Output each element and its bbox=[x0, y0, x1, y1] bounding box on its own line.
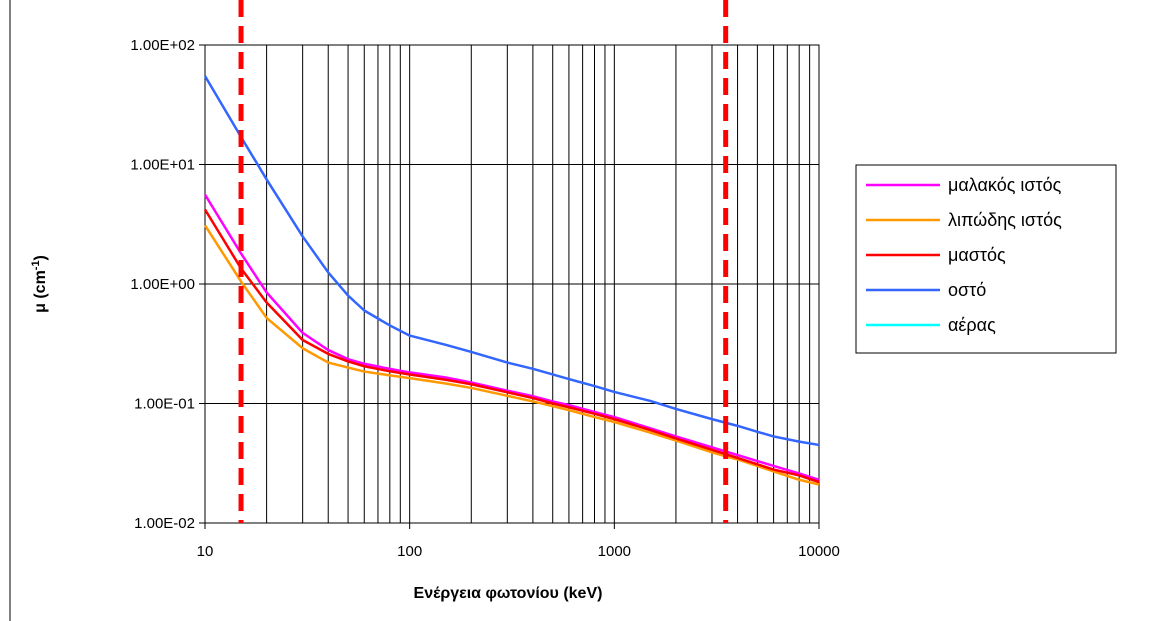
legend: μαλακός ιστός λιπώδης ιστός μαστός οστό αέρα… bbox=[855, 164, 1117, 354]
legend-label: αέρας bbox=[948, 315, 996, 335]
series-lines bbox=[203, 75, 820, 486]
x-tick-label: 1000 bbox=[598, 543, 631, 560]
y-axis-title-close: ) bbox=[32, 255, 49, 260]
series-line-2 bbox=[203, 224, 820, 486]
y-tick-label: 1.00E+01 bbox=[130, 157, 195, 174]
x-tick-label: 100 bbox=[397, 543, 422, 560]
legend-label: λιπώδης ιστός bbox=[948, 210, 1062, 230]
legend-label: μαστός bbox=[948, 245, 1006, 265]
x-tick-label: 10000 bbox=[798, 543, 840, 560]
x-axis-title: Ενέργεια φωτονίου (keV) bbox=[414, 585, 603, 602]
series-line-1 bbox=[203, 193, 820, 481]
x-axis-ticks: 10 100 1000 10000 bbox=[197, 523, 840, 560]
legend-box bbox=[855, 164, 1117, 354]
x-tick-label: 10 bbox=[197, 543, 214, 560]
y-axis-title: μ (cm-1) bbox=[30, 255, 49, 313]
series-line-4 bbox=[203, 75, 820, 447]
legend-label: μαλακός ιστός bbox=[948, 175, 1062, 195]
legend-label: οστό bbox=[948, 280, 986, 300]
y-tick-label: 1.00E-01 bbox=[134, 396, 195, 413]
y-tick-label: 1.00E+00 bbox=[130, 276, 195, 293]
series-line-3 bbox=[203, 208, 820, 484]
y-axis-title-main: μ (cm bbox=[32, 270, 49, 313]
reference-lines bbox=[238, 0, 729, 523]
y-axis-title-sup: -1 bbox=[30, 260, 42, 270]
y-tick-label: 1.00E-02 bbox=[134, 515, 195, 532]
y-tick-label: 1.00E+02 bbox=[130, 37, 195, 54]
y-axis-ticks: 1.00E-02 1.00E-01 1.00E+00 1.00E+01 1.00E+02 bbox=[130, 37, 205, 532]
